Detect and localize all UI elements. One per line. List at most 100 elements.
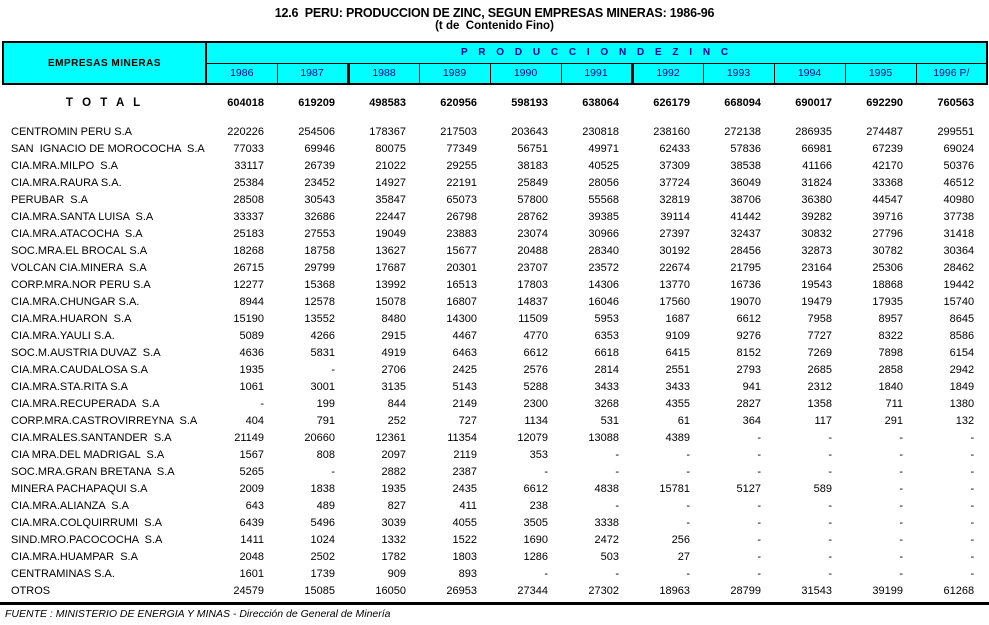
value-cell: 4389 <box>665 432 690 444</box>
value-cell: - <box>260 398 264 410</box>
value-cell: 2882 <box>381 466 406 478</box>
value-cell: 15190 <box>233 313 264 325</box>
value-cell: 20301 <box>446 262 477 274</box>
value-cell: 3039 <box>381 517 406 529</box>
company-name-cell: SOC.MRA.EL BROCAL S.A <box>11 245 148 257</box>
table-row: SOC.MRA.EL BROCAL S.A 18268 18758 13627 1567… <box>3 243 987 260</box>
value-cell: 9109 <box>665 330 690 342</box>
value-cell: 30782 <box>872 245 903 257</box>
value-cell: 760563 <box>937 97 975 109</box>
year-header-1986: 1986 <box>205 62 278 85</box>
company-name-cell: CENTRAMINAS S.A. <box>11 568 115 580</box>
company-name-cell: CIA MRA.DEL MADRIGAL S.A <box>11 449 165 461</box>
value-cell: 27 <box>677 551 690 563</box>
value-cell: 27344 <box>517 585 548 597</box>
value-cell: 1522 <box>452 534 477 546</box>
value-cell: 2387 <box>452 466 477 478</box>
table-row: CIA.MRA.HUARON S.A 15190 13552 8480 14300 115… <box>3 311 987 328</box>
company-name-cell: CIA.MRALES.SANTANDER S.A <box>11 432 172 444</box>
value-cell: 39385 <box>588 211 619 223</box>
value-cell: 17935 <box>872 296 903 308</box>
value-cell: 25306 <box>872 262 903 274</box>
value-cell: - <box>331 466 335 478</box>
value-cell: 941 <box>742 381 761 393</box>
company-name-cell: CENTROMIN PERU S.A <box>11 126 133 138</box>
value-cell: 2915 <box>381 330 406 342</box>
value-cell: 598193 <box>511 97 548 109</box>
value-cell: 39716 <box>872 211 903 223</box>
value-cell: 67239 <box>872 143 903 155</box>
company-name-cell: SOC.M.AUSTRIA DUVAZ S.A <box>11 347 161 359</box>
value-cell: 23074 <box>517 228 548 240</box>
value-cell: 13552 <box>304 313 335 325</box>
value-cell: - <box>757 534 761 546</box>
value-cell: 5143 <box>452 381 477 393</box>
group-header-produccion-de-zinc: P R O D U C C I O N D E Z I N C <box>204 41 989 64</box>
value-cell: - <box>970 483 975 495</box>
value-cell: 40980 <box>943 194 975 206</box>
value-cell: 25849 <box>517 177 548 189</box>
company-name-cell: CIA.MRA.MILPO S.A <box>11 160 118 172</box>
value-cell: 36049 <box>730 177 761 189</box>
value-cell: 7958 <box>807 313 832 325</box>
value-cell: 791 <box>316 415 335 427</box>
value-cell: 8322 <box>878 330 903 342</box>
value-cell: 1838 <box>310 483 335 495</box>
value-cell: 46512 <box>943 177 975 189</box>
value-cell: 1024 <box>310 534 335 546</box>
value-cell: 38538 <box>730 160 761 172</box>
value-cell: 238160 <box>653 126 690 138</box>
value-cell: 26715 <box>233 262 264 274</box>
value-cell: 28799 <box>730 585 761 597</box>
value-cell: 4919 <box>381 347 406 359</box>
table-row: CORP.MRA.NOR PERU S.A 12277 15368 13992 1651… <box>3 277 987 294</box>
value-cell: 2119 <box>453 449 477 461</box>
value-cell: 32437 <box>730 228 761 240</box>
value-cell: 69024 <box>943 143 975 155</box>
value-cell: 23572 <box>588 262 619 274</box>
value-cell: 2793 <box>736 364 761 376</box>
table-row: CIA.MRA.ALIANZA S.A 643 489 827 411 238 - - - - - - <box>3 498 987 515</box>
value-cell: 39282 <box>801 211 832 223</box>
value-cell: - <box>899 500 903 512</box>
value-cell: 26739 <box>304 160 335 172</box>
year-header-1992: 1992 <box>630 62 704 85</box>
value-cell: - <box>615 449 619 461</box>
value-cell: 1332 <box>381 534 406 546</box>
value-cell: - <box>899 432 903 444</box>
company-name-cell: T O T A L <box>65 97 144 109</box>
value-cell: 18268 <box>233 245 264 257</box>
value-cell: 21022 <box>375 160 406 172</box>
source-footnote: FUENTE : MINISTERIO DE ENERGIA Y MINAS -… <box>5 608 391 620</box>
table-row: CIA.MRA.RECUPERADA S.A - 199 844 2149 2300 326… <box>3 396 987 413</box>
value-cell: 13992 <box>375 279 406 291</box>
value-cell: 5288 <box>523 381 548 393</box>
table-row: CIA.MRA.COLQUIRRUMI S.A 6439 5496 3039 4055 3… <box>3 515 987 532</box>
value-cell: 1935 <box>239 364 264 376</box>
value-cell: 6439 <box>239 517 264 529</box>
value-cell: 2300 <box>523 398 548 410</box>
page-title: 12.6 PERU: PRODUCCION DE ZINC, SEGUN EMP… <box>274 6 715 20</box>
table-row: CIA.MRA.CAUDALOSA S.A 1935 - 2706 2425 2576 28… <box>3 362 987 379</box>
value-cell: 37724 <box>659 177 690 189</box>
value-cell: 23883 <box>446 228 477 240</box>
value-cell: 65073 <box>446 194 477 206</box>
value-cell: 32819 <box>659 194 690 206</box>
table-row: OTROS 24579 15085 16050 26953 27344 27302 18963… <box>3 583 987 600</box>
company-name-cell: CIA.MRA.CHUNGAR S.A. <box>11 296 140 308</box>
value-cell: - <box>899 483 903 495</box>
total-row: T O T A L 604018 619209 498583 620956 598193 6… <box>3 84 987 121</box>
value-cell: 4770 <box>523 330 548 342</box>
value-cell: 2502 <box>310 551 335 563</box>
bottom-rule <box>0 602 989 605</box>
value-cell: - <box>970 517 975 529</box>
value-cell: 8586 <box>949 330 975 342</box>
value-cell: 8645 <box>949 313 975 325</box>
company-name-cell: SOC.MRA.GRAN BRETANA S.A <box>11 466 175 478</box>
year-header-1994: 1994 <box>773 62 846 85</box>
value-cell: 41166 <box>802 160 832 172</box>
value-cell: 1782 <box>381 551 406 563</box>
value-cell: 2685 <box>807 364 832 376</box>
value-cell: 4055 <box>452 517 477 529</box>
company-name-cell: CIA.MRA.SANTA LUISA S.A <box>11 211 154 223</box>
